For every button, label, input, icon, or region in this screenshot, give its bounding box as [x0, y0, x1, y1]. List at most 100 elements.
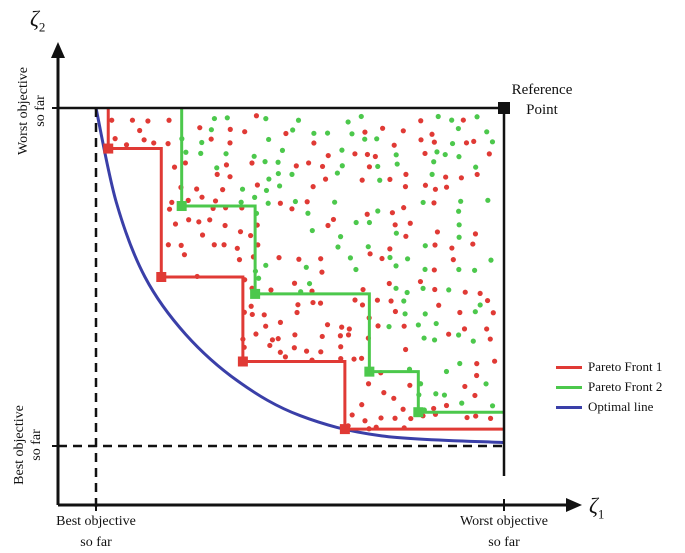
front1-dot	[194, 186, 200, 192]
front1-dot	[422, 182, 429, 188]
x-best-label: Best objective so far	[56, 514, 136, 550]
front2-dot	[353, 219, 359, 226]
front2-dot	[292, 198, 298, 205]
front1-dot	[471, 138, 477, 145]
front2-dot	[456, 332, 462, 338]
front1-dot	[359, 177, 365, 183]
front2-dot	[358, 113, 364, 120]
front2-dot	[422, 311, 428, 317]
front1-dot	[484, 297, 491, 304]
pareto-front-1-point-1	[103, 143, 114, 154]
front1-dot	[359, 402, 365, 408]
pareto-front-1-markers	[103, 143, 350, 435]
front1-dot	[248, 303, 254, 309]
front1-dot	[352, 297, 358, 303]
front1-dot	[380, 125, 386, 131]
front1-dot	[417, 278, 424, 285]
front1-dot	[362, 129, 368, 135]
front1-dot	[212, 198, 219, 204]
front1-dot	[450, 257, 456, 263]
front2-dot	[489, 403, 496, 409]
front1-dot	[267, 342, 273, 349]
front1-dot	[422, 150, 428, 157]
reference-point-label: Reference Point	[511, 82, 573, 118]
front2-dot	[472, 309, 478, 315]
front2-dot	[183, 149, 189, 155]
front2-dot	[488, 257, 494, 263]
front1-dot	[407, 382, 413, 388]
front2-dot	[275, 159, 281, 165]
front2-dot	[375, 163, 381, 170]
front2-dot	[422, 243, 428, 249]
front1-dot	[374, 297, 381, 303]
front2-dot	[339, 147, 345, 153]
front1-dot	[418, 118, 424, 124]
front1-dot	[365, 381, 372, 387]
front1-dot	[474, 361, 480, 367]
y-worst-label: Worst objective so far	[16, 67, 48, 155]
front2-dot	[339, 163, 345, 169]
front1-dot	[443, 174, 449, 180]
front2-dot	[263, 116, 269, 122]
front2-dot	[311, 130, 317, 136]
front1-dot	[431, 139, 437, 145]
front1-dot	[310, 299, 316, 306]
front2-dot	[470, 338, 476, 344]
front1-dot	[137, 127, 143, 134]
front2-dot	[402, 311, 408, 317]
front2-dot	[353, 266, 359, 273]
front1-dot	[407, 220, 413, 226]
front2-dot	[277, 183, 283, 189]
front1-dot	[227, 140, 233, 146]
front1-dot	[165, 141, 171, 147]
front1-dot	[402, 184, 409, 190]
front1-dot	[207, 217, 213, 223]
front1-dot	[436, 302, 442, 308]
front1-dot	[366, 164, 373, 170]
front1-dot	[112, 136, 118, 142]
front1-dot	[403, 346, 409, 353]
front2-dot	[252, 194, 258, 200]
front2-dot	[386, 324, 392, 330]
front2-dot	[484, 129, 490, 135]
front1-dot	[129, 117, 136, 123]
front1-dot	[387, 176, 393, 183]
front1-dot	[222, 222, 228, 229]
front2-dot	[485, 197, 491, 203]
front2-dot	[449, 117, 455, 123]
front1-dot	[186, 217, 192, 223]
front1-dot	[400, 128, 406, 134]
legend-item-front1: Pareto Front 1	[556, 357, 662, 377]
front1-dot	[472, 392, 478, 399]
front1-dot	[227, 174, 233, 180]
front1-dot	[214, 171, 220, 177]
front1-dot	[249, 160, 255, 166]
front2-dot	[266, 176, 272, 182]
front1-dot	[492, 358, 498, 364]
front2-dot	[431, 159, 437, 165]
front1-dot	[474, 372, 480, 379]
front1-dot	[446, 331, 452, 337]
front1-dot	[379, 255, 385, 262]
front1-dot	[283, 130, 289, 137]
front2-dot	[265, 200, 271, 206]
front2-dot	[362, 136, 368, 142]
front2-dot	[422, 266, 428, 273]
front1-dot	[317, 300, 324, 306]
front1-dot	[372, 153, 378, 160]
front2-dot	[483, 381, 489, 387]
legend: Pareto Front 1 Pareto Front 2 Optimal li…	[556, 357, 662, 417]
legend-swatch-front1	[556, 365, 582, 369]
front1-dot	[319, 269, 325, 275]
front2-dot	[347, 255, 354, 261]
front2-dot	[238, 199, 244, 205]
pareto-front-2-point-3	[364, 366, 375, 377]
front1-dot	[171, 164, 178, 170]
front2-dot	[309, 227, 315, 234]
front1-dot	[303, 348, 310, 354]
front1-dot	[196, 219, 202, 225]
front1-dot	[169, 199, 175, 205]
front2-dot	[199, 139, 205, 146]
front1-dot	[364, 211, 370, 217]
front2-dot	[456, 266, 462, 273]
